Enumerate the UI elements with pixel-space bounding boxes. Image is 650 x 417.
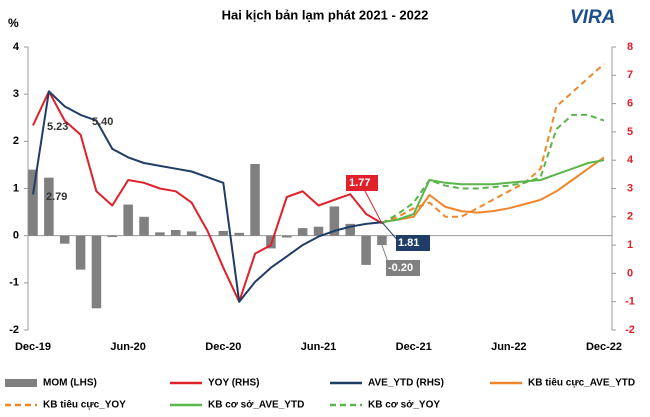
bar (107, 235, 118, 238)
leader-line (364, 190, 383, 224)
bar (91, 235, 102, 309)
line (381, 63, 605, 225)
legend-label: KB cơ sở_AVE_YTD (208, 400, 304, 411)
bar (218, 230, 229, 236)
y2-tick-label: 7 (627, 69, 633, 81)
bar (250, 163, 260, 236)
y2-tick-label: 2 (627, 211, 633, 223)
legend-label: AVE_YTD (RHS) (368, 378, 444, 389)
y2-tick-label: 4 (627, 154, 634, 166)
data-label: 5.40 (92, 116, 113, 128)
line (381, 159, 605, 224)
line (32, 90, 383, 303)
x-tick-label: Dec-22 (586, 341, 622, 353)
label-box (386, 260, 420, 276)
legend-label: YOY (RHS) (208, 378, 260, 389)
bar (155, 232, 165, 236)
bar (377, 235, 387, 246)
y-tick-label: 3 (13, 88, 19, 100)
legend-label: KB tiêu cực_YOY (43, 400, 126, 411)
y2-tick-label: -2 (625, 324, 635, 336)
x-tick-label: Dec-20 (205, 341, 241, 353)
y2-tick-label: 1 (627, 239, 633, 251)
data-label: -0.20 (388, 262, 413, 274)
y-tick-label: 2 (13, 135, 19, 147)
x-tick-label: Dec-21 (396, 341, 432, 353)
data-label: 1.77 (349, 177, 370, 189)
y-axis-label: % (8, 16, 19, 30)
label-box (346, 175, 378, 191)
bar (361, 235, 371, 265)
legend-swatch (5, 379, 37, 387)
bar (234, 232, 244, 236)
bar (313, 226, 324, 236)
bar (170, 230, 181, 236)
chart-title: Hai kịch bản lạm phát 2021 - 2022 (222, 7, 429, 22)
legend-label: MOM (LHS) (43, 378, 97, 389)
y2-tick-label: 5 (627, 126, 633, 138)
y-tick-label: -2 (9, 324, 19, 336)
x-tick-label: Jun-21 (301, 341, 336, 353)
bar (44, 177, 54, 236)
bar (329, 206, 340, 236)
bar (59, 235, 70, 244)
y2-tick-label: 0 (627, 267, 633, 279)
y-tick-label: -1 (9, 277, 19, 289)
y2-tick-label: 8 (627, 41, 633, 53)
y-tick-label: 1 (13, 182, 19, 194)
y2-tick-label: 3 (627, 182, 633, 194)
bar (139, 216, 149, 236)
data-label: 2.79 (46, 191, 67, 203)
bar (186, 231, 197, 236)
bar (297, 228, 308, 236)
y2-tick-label: -1 (625, 296, 635, 308)
legend-label: KB cơ sở_YOY (368, 400, 440, 411)
bar (28, 169, 38, 236)
x-tick-label: Jun-20 (110, 341, 145, 353)
bar (345, 223, 355, 236)
legend-label: KB tiêu cực_AVE_YTD (528, 378, 635, 389)
bar (282, 235, 292, 238)
data-label: 1.81 (398, 237, 419, 249)
logo: VIRA (570, 7, 615, 28)
x-tick-label: Jun-22 (491, 341, 526, 353)
data-label: 5.23 (47, 121, 68, 133)
line (381, 156, 605, 224)
bar (75, 235, 86, 270)
line (381, 113, 605, 225)
y-tick-label: 4 (13, 41, 20, 53)
x-tick-label: Dec-19 (15, 341, 51, 353)
y2-tick-label: 6 (627, 98, 633, 110)
line (32, 90, 383, 303)
bar (123, 204, 133, 236)
label-box (396, 235, 430, 251)
y-tick-label: 0 (13, 230, 19, 242)
